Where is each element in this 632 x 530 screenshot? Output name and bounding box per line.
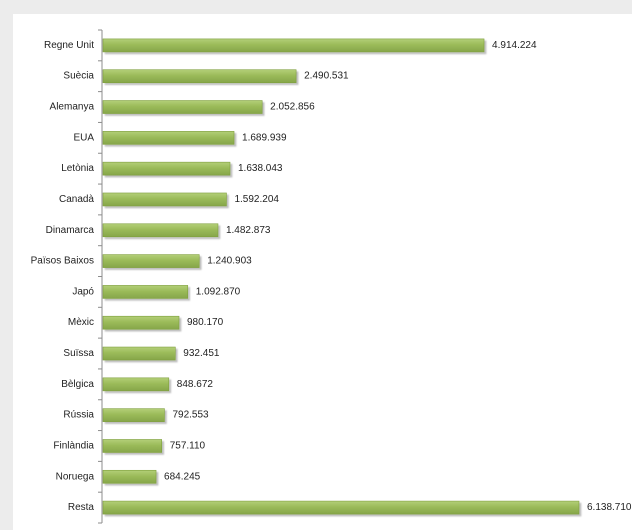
value-label: 1.689.939 bbox=[242, 132, 287, 143]
category-label: Països Baixos bbox=[31, 256, 94, 267]
category-label: Alemanya bbox=[50, 102, 95, 113]
category-label: Rússia bbox=[63, 410, 94, 421]
bar bbox=[102, 254, 200, 268]
category-label: Suïssa bbox=[63, 348, 94, 359]
y-axis bbox=[98, 29, 103, 524]
value-labels: 4.914.224 2.490.531 2.052.856 1.689.939 1.63… bbox=[164, 40, 632, 513]
value-label: 848.672 bbox=[177, 379, 214, 390]
category-label: Resta bbox=[68, 502, 95, 513]
bar bbox=[102, 408, 165, 422]
value-label: 2.490.531 bbox=[304, 71, 349, 82]
value-label: 684.245 bbox=[164, 471, 201, 482]
category-label: Japó bbox=[72, 286, 94, 297]
category-label: Dinamarca bbox=[46, 225, 95, 236]
category-label: Letònia bbox=[61, 163, 94, 174]
value-label: 1.482.873 bbox=[226, 225, 271, 236]
bar bbox=[102, 223, 219, 238]
category-label: Canadà bbox=[59, 194, 94, 205]
bar bbox=[102, 69, 297, 84]
bar bbox=[102, 469, 157, 484]
value-label: 4.914.224 bbox=[492, 40, 537, 51]
category-label: Noruega bbox=[56, 471, 95, 482]
category-label: Regne Unit bbox=[44, 40, 94, 51]
bar bbox=[102, 439, 163, 453]
bar bbox=[102, 346, 176, 361]
bar bbox=[102, 377, 170, 392]
value-label: 757.110 bbox=[170, 440, 206, 451]
value-label: 1.592.204 bbox=[234, 194, 279, 205]
bar bbox=[102, 500, 580, 515]
category-label: Bèlgica bbox=[61, 379, 94, 390]
category-label: Suècia bbox=[63, 71, 94, 82]
bar bbox=[102, 131, 235, 145]
bar bbox=[102, 38, 485, 53]
bar bbox=[102, 315, 180, 330]
value-label: 792.553 bbox=[172, 410, 209, 421]
bar-chart: Regne Unit Suècia Alemanya EUA Letònia Canadà… bbox=[31, 29, 632, 524]
chart-frame: Regne Unit Suècia Alemanya EUA Letònia Canadà… bbox=[13, 14, 632, 530]
value-label: 6.138.710 bbox=[587, 502, 632, 513]
bars bbox=[102, 38, 580, 515]
bar bbox=[102, 285, 189, 299]
category-label: Mèxic bbox=[68, 317, 94, 328]
category-labels: Regne Unit Suècia Alemanya EUA Letònia Canadà… bbox=[31, 40, 95, 513]
value-label: 2.052.856 bbox=[270, 102, 315, 113]
value-label: 1.092.870 bbox=[196, 286, 241, 297]
bar bbox=[102, 161, 231, 176]
bar bbox=[102, 192, 227, 207]
value-label: 1.638.043 bbox=[238, 163, 283, 174]
category-label: EUA bbox=[73, 132, 94, 143]
value-label: 980.170 bbox=[187, 317, 224, 328]
value-label: 932.451 bbox=[183, 348, 220, 359]
bar bbox=[102, 100, 263, 114]
category-label: Finlàndia bbox=[53, 440, 94, 451]
value-label: 1.240.903 bbox=[207, 256, 252, 267]
